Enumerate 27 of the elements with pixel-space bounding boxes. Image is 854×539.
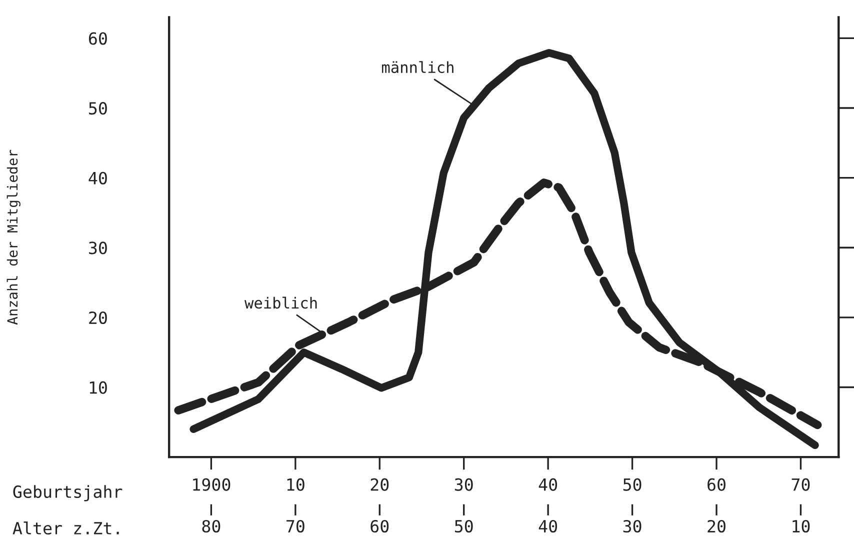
- y-tick-label: 20: [89, 311, 107, 324]
- x2-tick-label: 20: [708, 520, 726, 533]
- y-tick-label: 40: [88, 172, 107, 184]
- y-tick-label: 10: [90, 381, 107, 394]
- x2-tick-label: 50: [454, 520, 473, 533]
- x2-tick-label: 30: [623, 520, 642, 533]
- x-tick-label: 30: [454, 478, 473, 491]
- x-tick-label: 40: [538, 478, 558, 491]
- x2-axis-title: Alter z.Zt.: [12, 522, 119, 535]
- y-axis-title: Anzahl der Mitglieder: [6, 150, 20, 325]
- x2-tick-label: 70: [286, 520, 304, 533]
- x2-tick-label: 60: [370, 520, 389, 533]
- x-tick-label: 10: [287, 478, 304, 491]
- y-tick-label: 50: [89, 102, 107, 115]
- text: männlich: [382, 61, 454, 74]
- x-axis-title: Geburtsjahr: [13, 485, 122, 502]
- x2-tick-label: 10: [792, 520, 810, 533]
- x2-tick-label: 40: [538, 520, 558, 533]
- x2-tick-label: 80: [202, 520, 220, 533]
- x-tick-label: 20: [370, 478, 389, 491]
- y-tick-label: 60: [88, 32, 107, 45]
- x-tick-label: 1900: [193, 478, 230, 491]
- y-tick-label: 30: [89, 242, 107, 254]
- x-tick-label: 50: [623, 478, 642, 491]
- x-tick-label: 70: [792, 478, 810, 491]
- x-tick-label: 60: [708, 478, 726, 491]
- series-label: weiblich: [244, 296, 317, 309]
